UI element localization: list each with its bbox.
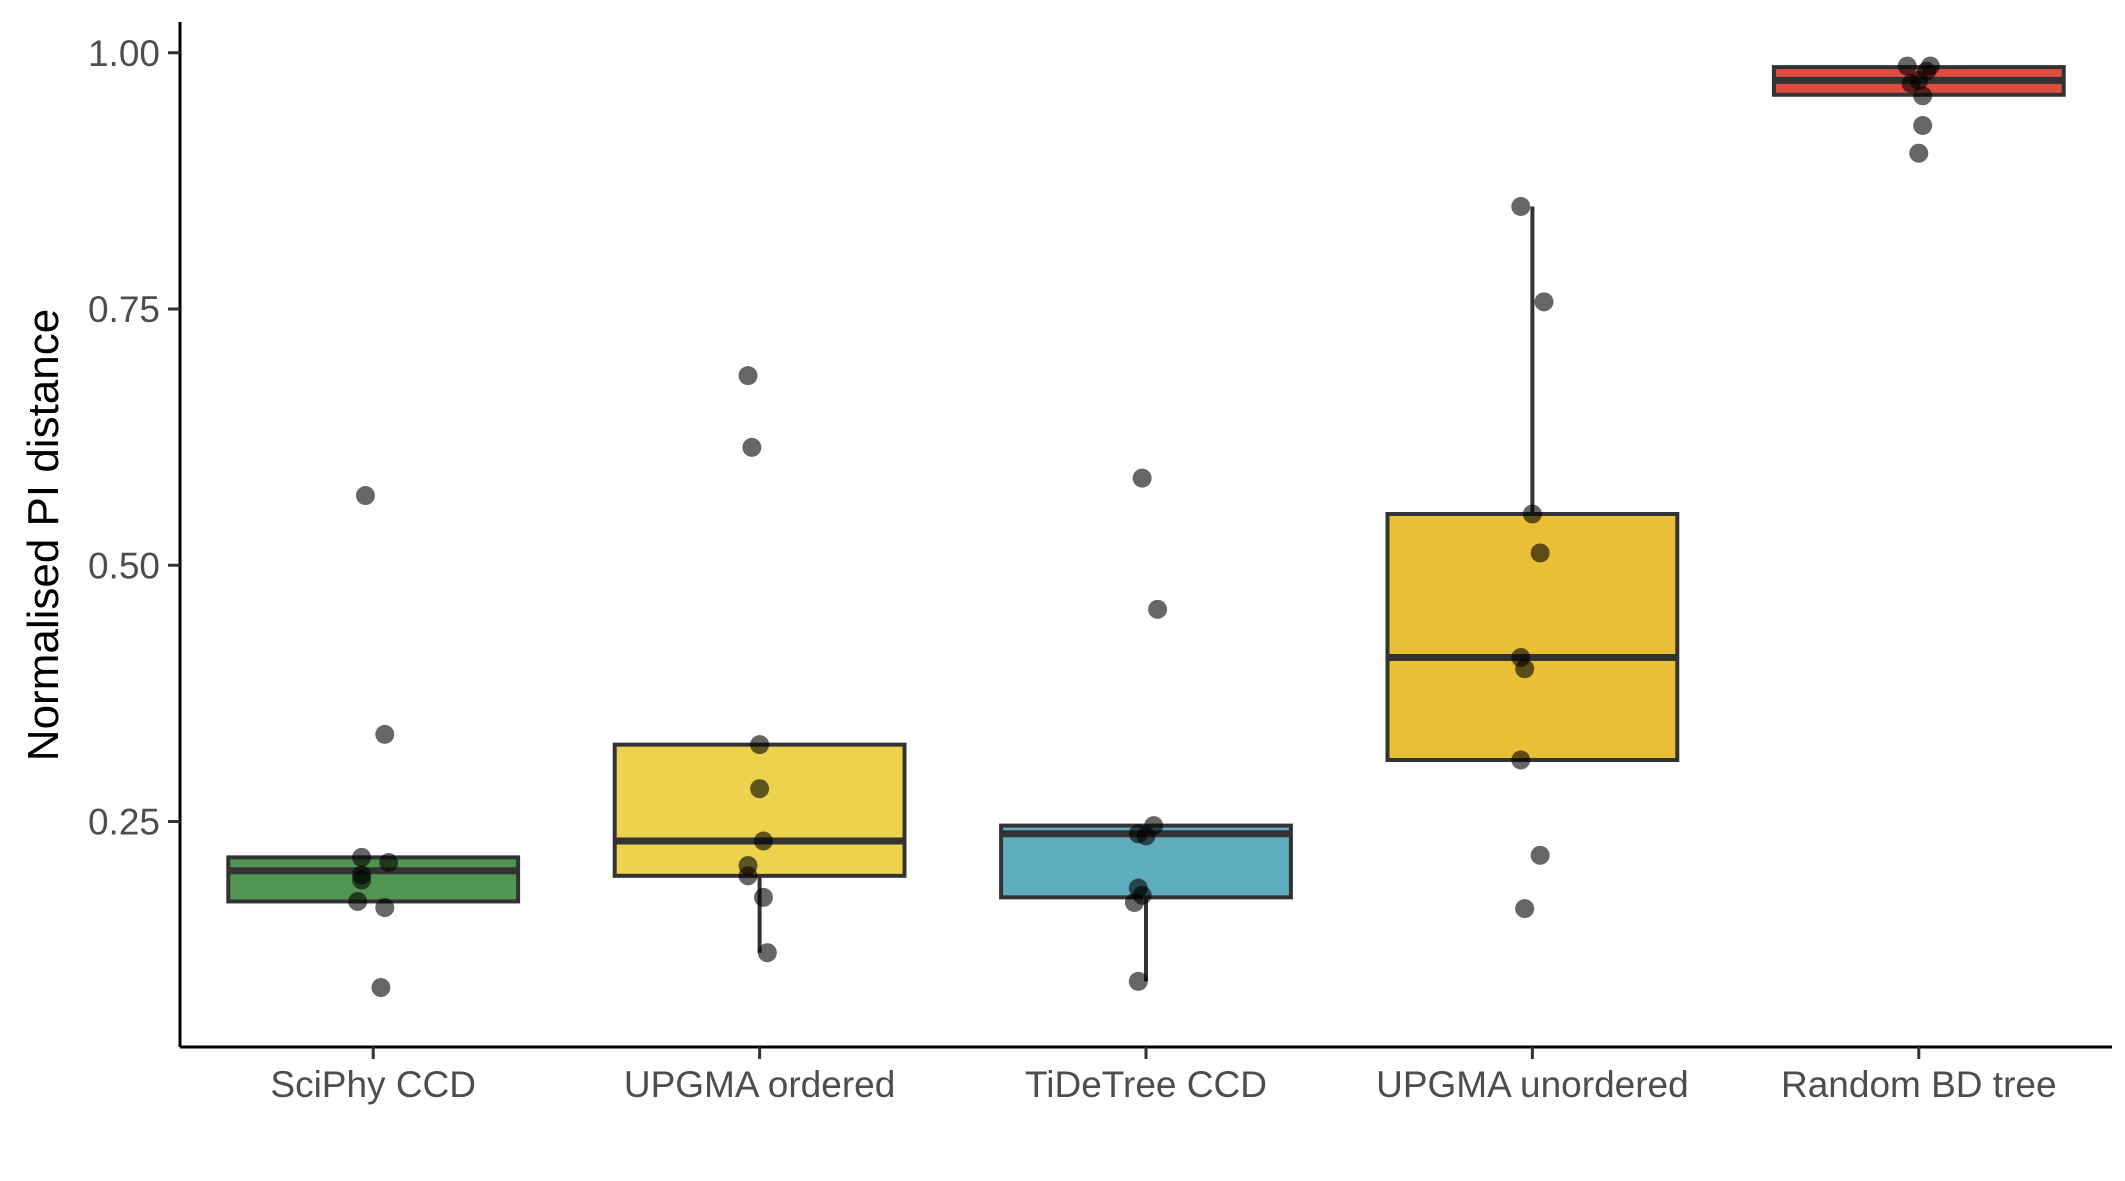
data-point [1132,468,1152,488]
x-tick-label: UPGMA ordered [624,1064,895,1105]
data-point [1515,899,1535,919]
box-upgma-unordered [1385,206,1680,762]
x-axis-ticks: SciPhy CCD UPGMA ordered TiDeTree CCD UPGMA… [270,1047,2057,1105]
data-point [753,887,773,907]
y-axis-title: Normalised PI distance [19,309,68,761]
data-point [352,870,372,890]
box-body [226,855,521,904]
data-point [348,891,368,911]
data-point [375,724,395,744]
data-point [1124,892,1144,912]
x-tick-label: SciPhy CCD [270,1064,476,1105]
x-tick-label: Random BD tree [1781,1064,2057,1105]
y-tick-label: 0.75 [88,289,160,330]
x-tick-label: TiDeTree CCD [1025,1064,1267,1105]
data-point [1522,504,1542,524]
data-point [750,779,770,799]
data-point [379,853,399,872]
data-point [1136,826,1156,846]
data-point [738,866,758,886]
data-point [355,486,375,506]
data-point [750,735,770,755]
y-tick-label: 1.00 [88,33,160,74]
data-point [352,847,372,867]
data-point [757,943,777,963]
x-tick-label: UPGMA unordered [1376,1064,1689,1105]
data-point [738,366,758,386]
data-point [1909,143,1929,163]
data-point [375,898,395,918]
data-point [1913,116,1933,136]
y-tick-label: 0.25 [88,802,160,843]
data-point [1913,86,1933,106]
data-point [1530,845,1550,865]
data-point [1901,74,1921,93]
data-point [1515,659,1535,679]
points-layer [348,56,1940,998]
y-axis-ticks: 0.25 0.50 0.75 1.00 [88,33,180,843]
data-point [1148,599,1168,619]
y-tick-label: 0.50 [88,545,160,586]
data-point [742,437,762,457]
data-point [1534,292,1554,312]
data-point [371,978,391,998]
box-body [612,742,907,878]
data-point [753,831,773,851]
data-point [1511,197,1531,216]
box-sciphy-ccd [226,855,521,904]
data-point [1530,543,1550,563]
data-point [1897,56,1917,76]
data-point [1128,971,1148,991]
data-point [1511,750,1531,770]
